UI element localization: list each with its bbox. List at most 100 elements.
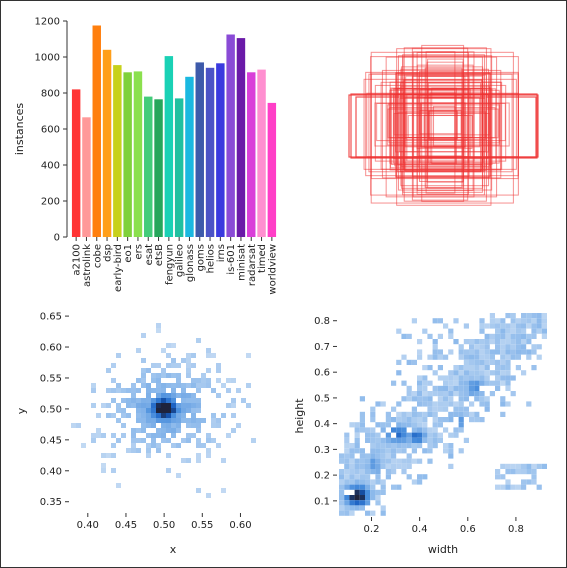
wh-heatmap-cell bbox=[536, 323, 542, 329]
xy-heatmap-cell bbox=[151, 378, 156, 383]
wh-heatmap-cell bbox=[463, 323, 469, 329]
wh-heatmap-cell bbox=[463, 437, 469, 443]
wh-heatmap-cell bbox=[401, 427, 407, 433]
wh-heatmap-cell bbox=[344, 458, 350, 464]
wh-heatmap-cell bbox=[458, 344, 464, 350]
wh-heatmap-cell bbox=[370, 427, 376, 433]
xy-heatmap-cell bbox=[161, 403, 166, 408]
wh-heatmap-cell bbox=[505, 323, 511, 329]
bar-y-ticks: 0 200 400 600 800 1000 1200 bbox=[35, 17, 67, 244]
wh-heatmap-cell bbox=[396, 443, 402, 449]
wh-heatmap-cell bbox=[370, 484, 376, 490]
xy-heatmap-cell bbox=[141, 373, 146, 378]
wh-heatmap-cell bbox=[365, 484, 371, 490]
xy-heatmap-cell bbox=[151, 388, 156, 393]
xy-heatmap-cell bbox=[126, 388, 131, 393]
xy-heatmap-cell bbox=[166, 413, 171, 418]
wh-heatmap-cell bbox=[437, 391, 443, 397]
wh-heatmap-cell bbox=[536, 354, 542, 360]
wh-heatmap-cell bbox=[484, 339, 490, 345]
bar-x-tick-label: radarsat bbox=[247, 244, 258, 286]
wh-heatmap-cell bbox=[401, 463, 407, 469]
wh-heatmap-cell bbox=[479, 323, 485, 329]
wh-heatmap-cell bbox=[515, 354, 521, 360]
wh-heatmap-cell bbox=[437, 354, 443, 360]
xy-heatmap-cell bbox=[186, 408, 191, 413]
bar-esat bbox=[144, 96, 153, 237]
xy-heatmap-cell bbox=[196, 458, 201, 463]
wh-x-axis-label: width bbox=[428, 543, 458, 556]
xy-heatmap-cell bbox=[136, 418, 141, 423]
wh-heatmap-cell bbox=[515, 463, 521, 469]
box-outline bbox=[365, 71, 519, 177]
box-outline bbox=[403, 79, 483, 171]
wh-heatmap-cell bbox=[526, 401, 532, 407]
wh-heatmap-cell bbox=[365, 510, 371, 516]
xy-heatmap-cell bbox=[116, 418, 121, 423]
wh-heatmap-cell bbox=[505, 313, 511, 319]
xy-heatmap-cell bbox=[176, 473, 181, 478]
wh-heatmap-cell bbox=[443, 385, 449, 391]
wh-heatmap-cell bbox=[500, 349, 506, 355]
wh-heatmap-cell bbox=[536, 328, 542, 334]
wh-heatmap-cell bbox=[521, 333, 527, 339]
wh-heatmap-cell bbox=[443, 396, 449, 402]
xy-heatmap-cell bbox=[171, 343, 176, 348]
wh-heatmap-cell bbox=[401, 333, 407, 339]
xy-heatmap-cell bbox=[146, 453, 151, 458]
xy-heatmap-cell bbox=[166, 393, 171, 398]
wh-heatmap-cell bbox=[458, 417, 464, 423]
wh-heatmap-cell bbox=[437, 365, 443, 371]
xy-y-tick-label: 0.45 bbox=[40, 435, 62, 446]
wh-heatmap-cell bbox=[458, 401, 464, 407]
wh-heatmap-cell bbox=[458, 354, 464, 360]
wh-heatmap-cell bbox=[422, 401, 428, 407]
wh-heatmap-cell bbox=[505, 359, 511, 365]
xy-heatmap-cell bbox=[196, 423, 201, 428]
wh-heatmap-cell bbox=[349, 463, 355, 469]
bar-x-tick-label: goms bbox=[195, 244, 206, 271]
wh-heatmap-cell bbox=[385, 469, 391, 475]
wh-heatmap-cell bbox=[370, 469, 376, 475]
wh-heatmap-cell bbox=[432, 391, 438, 397]
wh-heatmap-cell bbox=[417, 391, 423, 397]
wh-heatmap-cell bbox=[448, 432, 454, 438]
wh-heatmap-cell bbox=[432, 406, 438, 412]
xy-heatmap-cell bbox=[136, 408, 141, 413]
xy-heatmap-cell bbox=[141, 428, 146, 433]
wh-heatmap-cell bbox=[484, 406, 490, 412]
wh-heatmap-cell bbox=[359, 495, 365, 501]
wh-heatmap-cell bbox=[396, 401, 402, 407]
wh-heatmap-cell bbox=[505, 365, 511, 371]
wh-heatmap-cell bbox=[458, 411, 464, 417]
xy-heatmap-cell bbox=[191, 408, 196, 413]
xy-heatmap-cell bbox=[186, 438, 191, 443]
xy-heatmap-cell bbox=[136, 398, 141, 403]
xy-heatmap-cell bbox=[91, 403, 96, 408]
bar-y-tick-label: 200 bbox=[41, 197, 60, 208]
wh-heatmap-cell bbox=[531, 469, 537, 475]
wh-heatmap-cell bbox=[505, 484, 511, 490]
wh-heatmap-cell bbox=[515, 333, 521, 339]
wh-heatmap-cell bbox=[396, 427, 402, 433]
wh-heatmap-cell bbox=[489, 323, 495, 329]
wh-heatmap-cell bbox=[515, 318, 521, 324]
wh-heatmap-cell bbox=[469, 411, 475, 417]
xy-x-tick-label: 0.60 bbox=[229, 520, 251, 531]
wh-heatmap-cell bbox=[500, 474, 506, 480]
xy-heatmap-cell bbox=[126, 448, 131, 453]
wh-heatmap-cell bbox=[458, 406, 464, 412]
xy-heatmap-cell bbox=[226, 388, 231, 393]
wh-heatmap-cell bbox=[437, 417, 443, 423]
xy-heatmap-cell bbox=[196, 488, 201, 493]
wh-heatmap-cell bbox=[510, 313, 516, 319]
wh-heatmap-cell bbox=[469, 349, 475, 355]
wh-heatmap-cell bbox=[396, 484, 402, 490]
wh-heatmap-cell bbox=[375, 401, 381, 407]
wh-heatmap-cell bbox=[526, 339, 532, 345]
wh-heatmap-cell bbox=[411, 432, 417, 438]
xy-heatmap-cell bbox=[151, 433, 156, 438]
xy-y-tick-label: 0.40 bbox=[40, 466, 62, 477]
wh-heatmap-cell bbox=[510, 484, 516, 490]
